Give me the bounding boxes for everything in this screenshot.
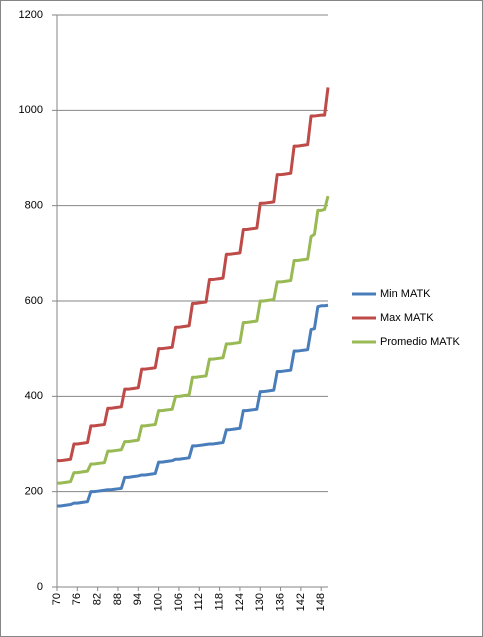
x-tick-label: 106	[173, 593, 185, 611]
series-line	[57, 195, 330, 485]
x-tick-label: 136	[274, 593, 286, 611]
legend-label: Min MATK	[380, 288, 431, 300]
x-tick-label: 142	[295, 593, 307, 611]
x-tick-label: 88	[112, 593, 124, 605]
x-tick-label: 82	[92, 593, 104, 605]
y-tick-label: 400	[25, 390, 43, 402]
legend-label: Promedio MATK	[380, 336, 461, 348]
x-tick-label: 100	[153, 593, 165, 611]
x-tick-label: 130	[254, 593, 266, 611]
y-tick-label: 1200	[19, 9, 43, 21]
x-tick-label: 70	[51, 593, 63, 605]
x-tick-label: 76	[71, 593, 83, 605]
y-tick-label: 200	[25, 486, 43, 498]
y-tick-label: 1000	[19, 104, 43, 116]
legend-label: Max MATK	[380, 312, 434, 324]
series-line	[57, 87, 330, 463]
x-tick-label: 94	[132, 593, 144, 605]
x-tick-label: 148	[315, 593, 327, 611]
series-line	[57, 303, 329, 508]
y-tick-label: 0	[37, 581, 43, 593]
x-tick-label: 118	[214, 593, 226, 611]
y-tick-label: 600	[25, 295, 43, 307]
x-tick-label: 112	[193, 593, 205, 611]
x-tick-label: 124	[234, 593, 246, 611]
y-tick-label: 800	[25, 200, 43, 212]
